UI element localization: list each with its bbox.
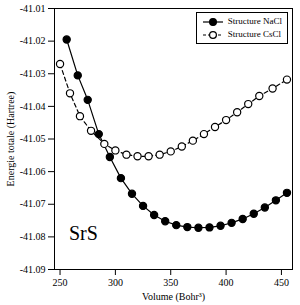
- svg-text:450: 450: [274, 277, 289, 288]
- svg-text:-41.07: -41.07: [20, 198, 46, 209]
- svg-text:-41.03: -41.03: [20, 68, 46, 79]
- svg-text:-41.04: -41.04: [20, 101, 46, 112]
- svg-text:400: 400: [219, 277, 234, 288]
- svg-text:-41.06: -41.06: [20, 166, 46, 177]
- svg-text:-41.01: -41.01: [20, 3, 46, 14]
- svg-text:-41.02: -41.02: [20, 35, 46, 46]
- svg-text:Volume (Bohr³): Volume (Bohr³): [142, 291, 205, 303]
- svg-text:350: 350: [163, 277, 178, 288]
- svg-text:Energie totale (Hartree): Energie totale (Hartree): [5, 92, 17, 187]
- svg-text:250: 250: [53, 277, 68, 288]
- html-text:Structure CsCl: Structure CsCl: [227, 29, 281, 39]
- svg-text:-41.09: -41.09: [20, 264, 46, 275]
- svg-text:SrS: SrS: [69, 222, 98, 244]
- svg-text:-41.08: -41.08: [20, 231, 46, 242]
- svg-text:300: 300: [108, 277, 123, 288]
- svg-text:-41.05: -41.05: [20, 133, 46, 144]
- html-text:Structure NaCl: Structure NaCl: [227, 16, 282, 26]
